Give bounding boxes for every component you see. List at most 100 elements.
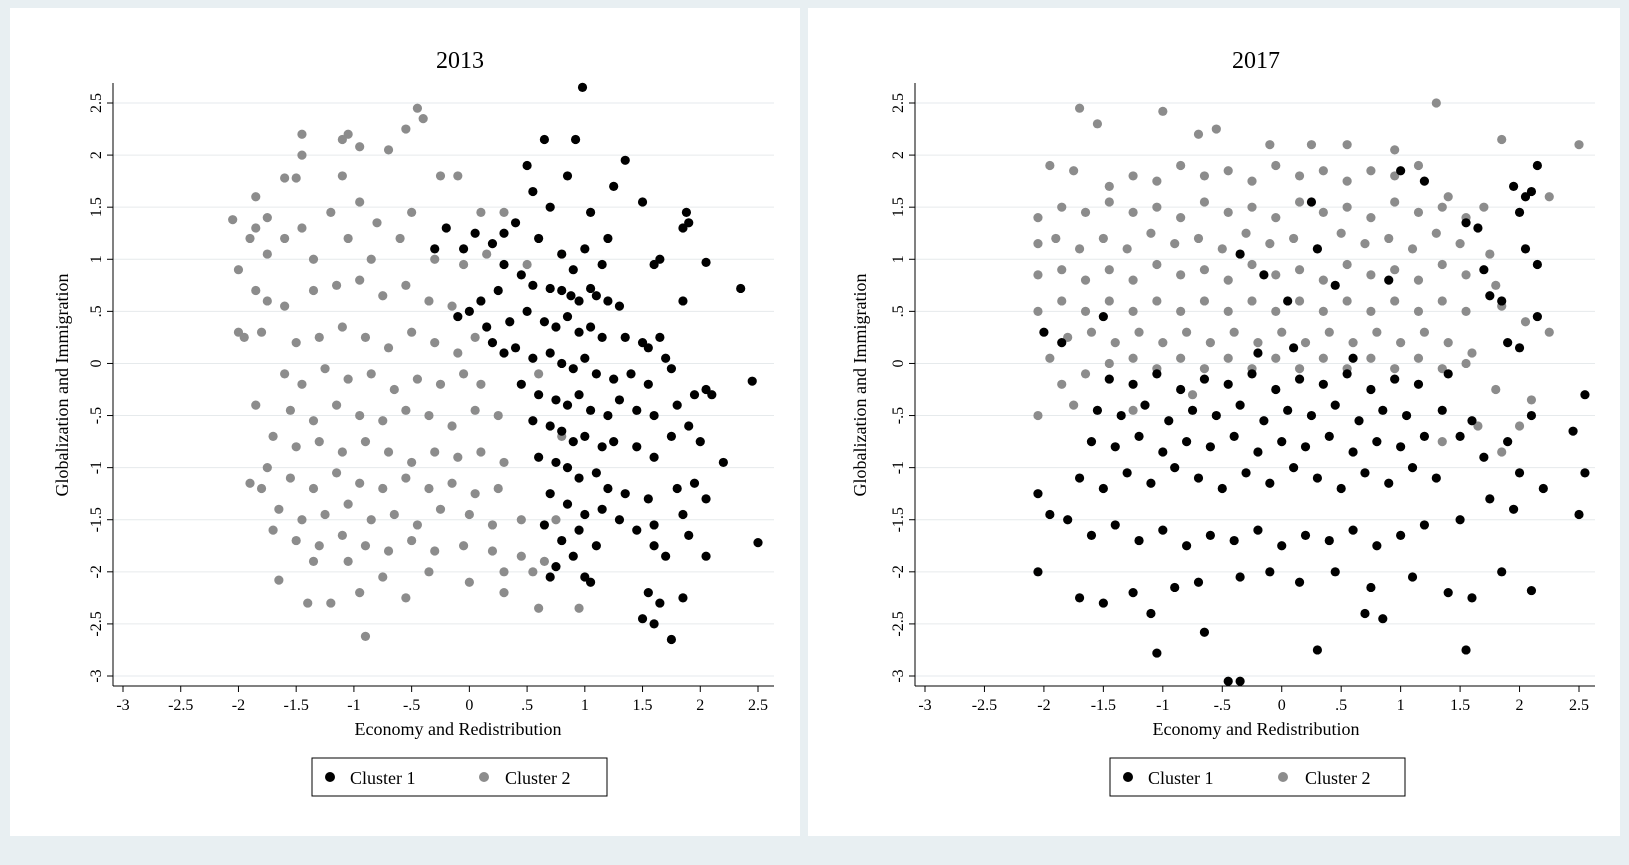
data-point <box>678 509 688 520</box>
data-point <box>557 426 567 436</box>
data-point <box>516 551 526 561</box>
y-tick-label: -3 <box>890 669 907 682</box>
data-point <box>343 499 353 509</box>
data-point <box>1491 280 1501 290</box>
data-point <box>643 379 653 389</box>
x-tick-label: -2.5 <box>972 697 997 714</box>
x-tick-label: .5 <box>1335 697 1347 714</box>
data-point <box>534 452 544 462</box>
data-point <box>1461 645 1471 655</box>
data-point <box>1431 473 1441 483</box>
data-point <box>1437 296 1447 306</box>
data-point <box>251 192 261 202</box>
data-points <box>228 82 763 645</box>
data-point <box>551 322 561 332</box>
data-point <box>1485 494 1495 504</box>
data-point <box>1063 332 1073 343</box>
data-point <box>637 614 648 624</box>
chart-title: 2013 <box>436 48 484 74</box>
data-point <box>1223 275 1233 285</box>
data-point <box>1033 270 1043 280</box>
data-point <box>1330 400 1340 410</box>
data-point <box>1419 431 1430 441</box>
data-point <box>591 468 601 478</box>
data-point <box>505 317 515 327</box>
data-point <box>1104 296 1114 306</box>
data-point <box>1437 259 1447 270</box>
data-point <box>412 520 423 530</box>
data-point <box>1497 447 1507 457</box>
data-point <box>378 291 388 301</box>
data-point <box>1354 416 1364 426</box>
data-point <box>262 296 272 306</box>
data-point <box>285 473 296 483</box>
data-point <box>482 249 492 259</box>
data-point <box>435 504 446 514</box>
data-point <box>1360 468 1370 478</box>
data-point <box>1223 353 1233 363</box>
data-point <box>1467 593 1477 603</box>
data-point <box>355 588 365 598</box>
y-tick-label: -2 <box>890 565 907 578</box>
data-point <box>1265 567 1275 577</box>
data-point <box>1074 473 1085 483</box>
data-point <box>1520 317 1531 327</box>
data-point <box>1467 416 1477 426</box>
data-point <box>1526 186 1537 197</box>
data-point <box>1384 233 1394 244</box>
data-point <box>343 233 353 244</box>
data-point <box>1259 416 1269 426</box>
data-point <box>1520 192 1531 202</box>
data-point <box>1187 390 1198 400</box>
data-point <box>1277 436 1287 447</box>
data-point <box>1455 515 1465 525</box>
data-point <box>614 395 625 405</box>
data-point <box>401 405 411 415</box>
data-point <box>326 207 336 217</box>
data-point <box>297 379 307 389</box>
data-point <box>1318 166 1328 176</box>
data-point <box>603 233 613 244</box>
x-tick-label: -1.5 <box>284 697 309 714</box>
data-point <box>1033 489 1043 499</box>
data-point <box>747 376 757 386</box>
data-point <box>1193 233 1204 244</box>
data-point <box>1128 275 1138 285</box>
data-point <box>1401 410 1412 421</box>
data-point <box>1152 176 1162 186</box>
data-point <box>1378 614 1388 624</box>
data-point <box>1241 228 1251 238</box>
data-point <box>1098 483 1108 494</box>
data-point <box>701 494 711 504</box>
data-point <box>1544 192 1554 202</box>
data-point <box>678 593 688 603</box>
data-point <box>577 82 588 92</box>
data-point <box>597 332 607 343</box>
data-point <box>320 364 330 374</box>
data-point <box>701 257 711 267</box>
data-point <box>666 364 677 374</box>
data-point <box>1253 348 1263 358</box>
data-point <box>1312 244 1322 254</box>
data-point <box>441 223 451 233</box>
data-point <box>1098 233 1108 244</box>
data-point <box>1461 270 1471 280</box>
data-point <box>1538 483 1548 494</box>
data-point <box>609 374 619 384</box>
legend-label-cluster-2: Cluster 2 <box>505 768 571 788</box>
data-point <box>1318 379 1328 389</box>
data-point <box>528 280 538 290</box>
data-point <box>476 296 486 306</box>
data-point <box>303 598 313 608</box>
x-tick-label: .5 <box>521 697 533 714</box>
data-point <box>689 478 700 488</box>
data-point <box>1384 275 1394 285</box>
data-point <box>458 259 469 270</box>
data-point <box>1532 259 1542 270</box>
data-point <box>1419 176 1430 186</box>
data-point <box>1211 410 1221 421</box>
data-point <box>585 322 596 332</box>
data-point <box>1580 390 1590 400</box>
data-point <box>1443 369 1453 379</box>
data-point <box>1330 567 1340 577</box>
